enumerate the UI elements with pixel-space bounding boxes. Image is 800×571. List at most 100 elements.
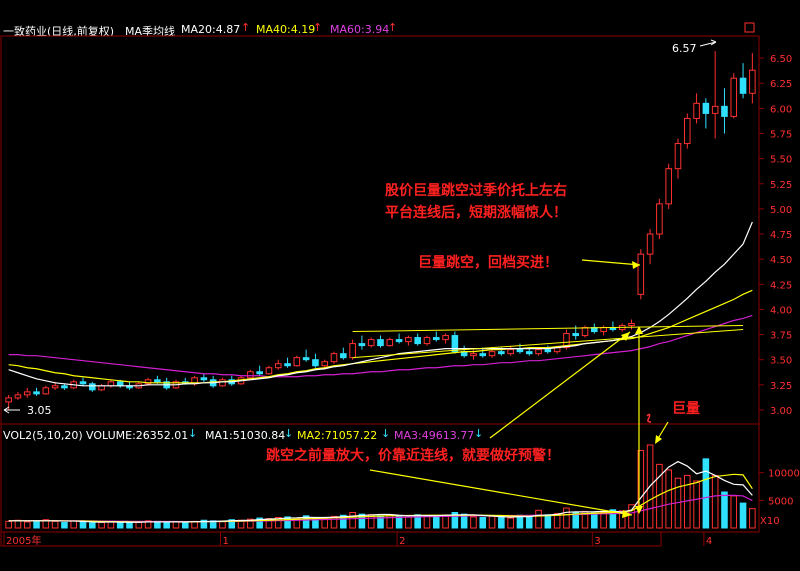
platform-trendline xyxy=(352,325,744,333)
gap-link-down-arrowhead-icon xyxy=(635,506,643,514)
low-price-label: 3.05 xyxy=(27,404,52,417)
volume-bar xyxy=(98,521,105,529)
candle-body xyxy=(470,353,477,357)
price-tick-label: 6.00 xyxy=(770,104,792,115)
ma40-readout: MA40:4.19 xyxy=(256,23,316,36)
price-tick-label: 4.50 xyxy=(770,255,792,266)
annotation-headline-1: 股价巨量跳空过季价托上左右 xyxy=(385,183,567,199)
volume-bar xyxy=(340,514,347,529)
vol-ma1-down-arrow-icon: ↓ xyxy=(284,427,294,440)
volume-bar xyxy=(618,510,626,529)
price-tick-label: 6.25 xyxy=(770,79,792,90)
candle-body xyxy=(154,379,161,383)
warning-arrow-volume xyxy=(369,469,633,516)
warning-arrowhead-volume-icon xyxy=(622,510,632,518)
ma40-line xyxy=(8,289,753,384)
candle-body xyxy=(302,357,310,361)
volume-bar xyxy=(23,521,31,529)
volume-bar xyxy=(181,522,189,529)
candle-body xyxy=(200,377,208,381)
candle-body xyxy=(89,383,96,391)
volume-tick-label: 10000 xyxy=(768,469,800,480)
volume-bar xyxy=(711,474,719,529)
volume-bar xyxy=(42,519,50,529)
candle-body xyxy=(637,253,645,295)
candle-body xyxy=(312,359,319,367)
candle-body xyxy=(451,335,459,353)
chart-title: 一致药业(日线,前复权) xyxy=(3,25,115,38)
warning-arrow-price xyxy=(489,331,631,439)
candle-body xyxy=(358,343,366,347)
candle-body xyxy=(674,143,682,170)
volume-bar xyxy=(637,450,645,529)
candle-body xyxy=(79,381,87,385)
volume-bar xyxy=(488,515,496,529)
volume-unit-label: X10 xyxy=(760,516,780,527)
volume-indicator-name: VOL2(5,10,20) xyxy=(3,429,83,442)
volume-bar xyxy=(470,516,477,529)
volume-bar xyxy=(358,513,366,529)
candle-body xyxy=(5,397,12,403)
volume-bar xyxy=(126,522,133,529)
price-tick-label: 4.25 xyxy=(770,280,792,291)
low-price-arrow-icon xyxy=(3,406,20,414)
candle-body xyxy=(14,394,22,399)
candle-body xyxy=(702,102,710,114)
candle-body xyxy=(749,69,756,94)
candle-body xyxy=(711,105,719,114)
candle-body xyxy=(340,353,347,359)
vol-ma2-down-arrow-icon: ↓ xyxy=(381,427,391,440)
volume-bar xyxy=(330,515,338,529)
candle-body xyxy=(256,371,263,375)
candle-body xyxy=(683,117,691,145)
candle-body xyxy=(51,385,59,389)
volume-bar xyxy=(274,516,282,529)
vol-ma3-down-arrow-icon: ↓ xyxy=(474,427,484,440)
candle-body xyxy=(349,343,356,359)
volume-bar xyxy=(200,519,208,529)
candle-body xyxy=(144,379,152,385)
price-tick-label: 5.25 xyxy=(770,180,792,191)
ma60-up-arrow-icon: ↑ xyxy=(388,21,398,34)
volume-bar xyxy=(144,520,152,529)
volume-bar xyxy=(349,512,356,529)
volume-bar xyxy=(479,516,487,529)
candle-body xyxy=(563,333,570,349)
big-volume-arrowhead-icon xyxy=(655,435,662,444)
volume-bar xyxy=(247,518,254,529)
candle-body xyxy=(721,105,728,117)
candle-body xyxy=(284,363,291,367)
volume-bar xyxy=(721,491,728,529)
price-tick-label: 4.00 xyxy=(770,305,792,316)
volume-bar xyxy=(302,515,310,529)
volume-bar xyxy=(405,516,412,529)
volume-bar xyxy=(79,521,87,529)
vol-ma1-line xyxy=(8,460,753,523)
volume-bar xyxy=(702,458,710,529)
candle-body xyxy=(33,391,40,395)
volume-bar xyxy=(498,516,505,529)
volume-bar xyxy=(256,517,263,529)
vol-ma1-readout: MA1:51030.84 xyxy=(205,429,286,442)
candle-body xyxy=(265,367,273,375)
ma40-up-arrow-icon: ↑ xyxy=(313,21,323,34)
volume-bar xyxy=(628,504,635,529)
time-tick-label: 2005年 xyxy=(6,534,41,547)
volume-bar xyxy=(284,516,291,529)
candle-body xyxy=(525,351,533,355)
volume-bar xyxy=(432,515,440,529)
price-tick-label: 3.75 xyxy=(770,331,792,342)
price-tick-label: 3.00 xyxy=(770,406,792,417)
volume-bar xyxy=(209,520,217,529)
candle-body xyxy=(61,385,68,389)
gap-buy-arrowhead-icon xyxy=(632,261,640,269)
ma20-up-arrow-icon: ↑ xyxy=(241,21,251,34)
volume-down-arrow-icon: ↓ xyxy=(188,427,198,440)
volume-tick-label: 5000 xyxy=(768,496,793,507)
candle-body xyxy=(116,381,124,387)
candle-body xyxy=(432,337,440,341)
volume-bar xyxy=(89,522,96,529)
price-tick-label: 3.25 xyxy=(770,381,792,392)
candle-body xyxy=(219,379,226,387)
candle-body xyxy=(498,351,505,355)
